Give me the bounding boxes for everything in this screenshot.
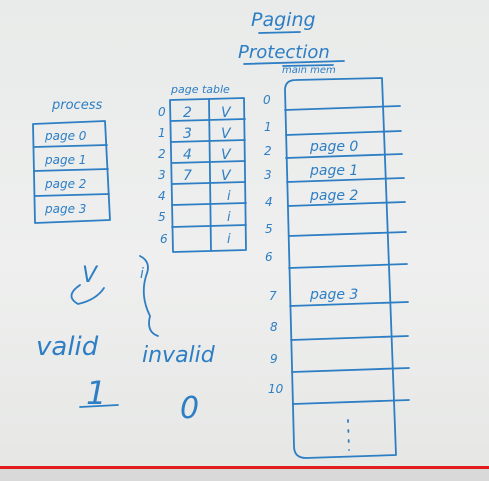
legend-i-symbol: i — [140, 266, 144, 282]
pt-bit-6: i — [227, 232, 231, 247]
mem-frame-9: 9 — [270, 352, 278, 366]
main-memory-column — [284, 77, 410, 459]
mem-frame-3: 3 — [264, 168, 272, 182]
process-page-0: page 0 — [44, 129, 87, 143]
pt-frame-3: 7 — [183, 168, 192, 184]
page-table — [169, 97, 247, 253]
main-memory-underline — [282, 64, 334, 67]
mem-content-page-0: page 0 — [309, 139, 358, 155]
mem-frame-1: 1 — [264, 120, 272, 134]
pt-bit-5: i — [227, 210, 231, 225]
main-memory-label: main mem — [282, 65, 336, 76]
title-text: Paging — [251, 9, 316, 31]
legend-valid-label: valid — [36, 332, 99, 362]
page-table-label: page table — [170, 83, 230, 96]
pt-frame-1: 3 — [183, 126, 192, 142]
legend-i-arrow — [139, 255, 159, 337]
mem-frame-6: 6 — [265, 250, 273, 264]
mem-frame-10: 10 — [268, 382, 284, 396]
process-page-2: page 2 — [44, 177, 86, 191]
mem-frame-0: 0 — [263, 93, 271, 107]
pt-index-5: 5 — [158, 210, 166, 224]
mem-content-page-1: page 1 — [309, 163, 358, 179]
pt-frame-0: 2 — [183, 105, 192, 121]
mem-content-page-3: page 3 — [309, 287, 358, 303]
process-page-1: page 1 — [44, 153, 86, 167]
pt-bit-1: V — [221, 126, 232, 142]
pt-index-3: 3 — [158, 168, 166, 182]
video-progress-fill[interactable] — [0, 466, 489, 469]
mem-frame-4: 4 — [265, 195, 273, 209]
mem-frame-7: 7 — [269, 289, 277, 303]
subtitle-underline — [243, 60, 345, 65]
title-underline — [258, 31, 301, 34]
mem-frame-8: 8 — [270, 320, 278, 334]
legend-valid-underline — [79, 404, 119, 408]
mem-frame-2: 2 — [264, 144, 272, 158]
pt-bit-2: V — [221, 147, 232, 163]
pt-index-6: 6 — [160, 232, 168, 246]
mem-frame-5: 5 — [265, 222, 273, 236]
pt-bit-4: i — [227, 189, 231, 204]
legend-invalid-label: invalid — [142, 343, 216, 368]
legend-invalid-value: 0 — [180, 391, 199, 426]
pt-index-2: 2 — [158, 147, 166, 161]
pt-index-4: 4 — [158, 189, 166, 203]
legend-v-symbol: V — [82, 263, 99, 288]
pt-bit-0: V — [221, 105, 232, 121]
pt-bit-3: V — [221, 168, 232, 184]
subtitle-text: Protection — [238, 42, 330, 63]
pt-index-1: 1 — [158, 126, 166, 140]
pt-index-0: 0 — [158, 105, 166, 119]
legend-valid-value: 1 — [86, 374, 106, 412]
process-page-3: page 3 — [44, 202, 86, 216]
video-control-strip — [0, 466, 489, 481]
process-label: process — [51, 98, 102, 113]
pt-frame-2: 4 — [183, 147, 192, 163]
legend-v-arrow — [70, 284, 105, 305]
process-table — [32, 120, 111, 224]
mem-content-page-2: page 2 — [309, 188, 358, 204]
